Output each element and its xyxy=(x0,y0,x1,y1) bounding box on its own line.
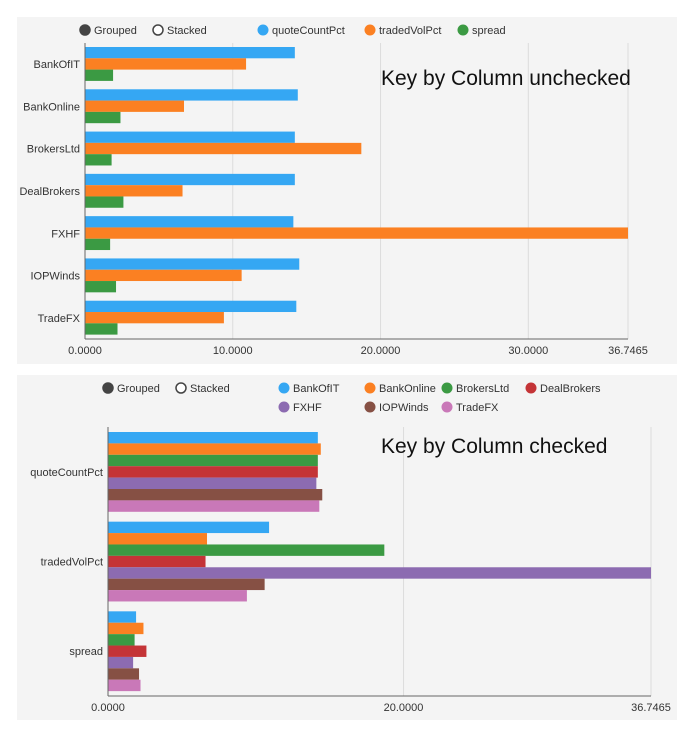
x-tick-label: 36.7465 xyxy=(631,702,671,714)
bar-bankofit-spread[interactable] xyxy=(85,69,114,81)
category-label-fxhf: FXHF xyxy=(51,228,80,240)
bar-iopwinds-spread[interactable] xyxy=(85,281,117,293)
bar-quotecountpct-dealbrokers[interactable] xyxy=(108,466,318,478)
mode-label-grouped[interactable]: Grouped xyxy=(117,383,160,395)
legend-swatch-brokersltd[interactable] xyxy=(441,382,453,394)
key-by-column-annotation: Key by Column unchecked xyxy=(381,67,631,90)
legend-label-spread[interactable]: spread xyxy=(472,25,506,37)
legend-label-brokersltd[interactable]: BrokersLtd xyxy=(456,383,509,395)
legend-swatch-bankofit[interactable] xyxy=(278,382,290,394)
bar-chart-unchecked: Grouped Stacked quoteCountPct tradedVolPct s… xyxy=(19,24,648,357)
category-label-bankofit: BankOfIT xyxy=(34,59,81,71)
bar-chart-checked: Grouped Stacked BankOfIT BankOnline BrokersL… xyxy=(30,382,671,714)
bar-quotecountpct-bankofit[interactable] xyxy=(108,432,318,444)
legend-label-quotecountpct[interactable]: quoteCountPct xyxy=(272,25,345,37)
bar-tradedvolpct-tradefx[interactable] xyxy=(108,590,247,602)
legend-label-dealbrokers[interactable]: DealBrokers xyxy=(540,383,601,395)
bar-spread-iopwinds[interactable] xyxy=(108,668,140,680)
bar-spread-dealbrokers[interactable] xyxy=(108,645,147,657)
bar-fxhf-spread[interactable] xyxy=(85,238,111,251)
bar-tradedvolpct-bankofit[interactable] xyxy=(108,521,270,534)
legend-swatch-dealbrokers[interactable] xyxy=(525,382,537,394)
category-label-iopwinds: IOPWinds xyxy=(30,271,80,283)
legend-swatch-bankonline[interactable] xyxy=(364,382,376,394)
x-tick-label: 0.0000 xyxy=(68,345,102,357)
category-label-tradedvolpct: tradedVolPct xyxy=(41,557,103,569)
mode-label-stacked[interactable]: Stacked xyxy=(167,25,207,37)
bar-tradefx-tradedvolpct[interactable] xyxy=(85,312,224,324)
x-tick-label: 36.7465 xyxy=(608,345,648,357)
category-label-bankonline: BankOnline xyxy=(23,101,80,113)
mode-label-stacked[interactable]: Stacked xyxy=(190,383,230,395)
legend-label-bankofit[interactable]: BankOfIT xyxy=(293,383,340,395)
bar-bankonline-quotecountpct[interactable] xyxy=(85,89,298,101)
category-label-brokersltd: BrokersLtd xyxy=(27,144,80,156)
x-tick-label: 20.0000 xyxy=(384,702,424,714)
bar-brokersltd-spread[interactable] xyxy=(85,154,112,166)
bar-bankofit-tradedvolpct[interactable] xyxy=(85,58,247,70)
legend-label-fxhf[interactable]: FXHF xyxy=(293,402,322,414)
x-tick-label: 10.0000 xyxy=(213,345,253,357)
x-tick-label: 30.0000 xyxy=(508,345,548,357)
bar-bankonline-tradedvolpct[interactable] xyxy=(85,100,185,112)
chart-panel-unchecked: Grouped Stacked quoteCountPct tradedVolPct s… xyxy=(17,17,677,364)
legend-swatch-tradedvolpct[interactable] xyxy=(364,24,376,36)
category-label-spread: spread xyxy=(69,646,103,658)
bar-dealbrokers-quotecountpct[interactable] xyxy=(85,173,295,186)
bar-fxhf-quotecountpct[interactable] xyxy=(85,216,294,228)
bar-spread-tradefx[interactable] xyxy=(108,679,141,692)
bar-dealbrokers-spread[interactable] xyxy=(85,196,124,208)
bar-iopwinds-tradedvolpct[interactable] xyxy=(85,269,242,282)
bar-quotecountpct-bankonline[interactable] xyxy=(108,443,321,455)
bar-spread-bankofit[interactable] xyxy=(108,611,137,623)
mode-label-grouped[interactable]: Grouped xyxy=(94,25,137,37)
bar-bankonline-spread[interactable] xyxy=(85,111,121,124)
category-label-tradefx: TradeFX xyxy=(38,313,81,325)
bar-tradedvolpct-dealbrokers[interactable] xyxy=(108,555,206,568)
bar-tradedvolpct-brokersltd[interactable] xyxy=(108,544,385,556)
bar-brokersltd-quotecountpct[interactable] xyxy=(85,131,295,143)
bar-spread-bankonline[interactable] xyxy=(108,622,144,635)
legend-swatch-spread[interactable] xyxy=(457,24,469,36)
key-by-column-annotation: Key by Column checked xyxy=(381,435,607,458)
bar-tradedvolpct-bankonline[interactable] xyxy=(108,533,208,545)
bar-fxhf-tradedvolpct[interactable] xyxy=(85,227,628,239)
mode-radio-stacked[interactable] xyxy=(152,24,164,36)
bar-quotecountpct-tradefx[interactable] xyxy=(108,500,320,512)
mode-radio-grouped[interactable] xyxy=(102,382,114,394)
legend-swatch-quotecountpct[interactable] xyxy=(257,24,269,36)
bar-spread-fxhf[interactable] xyxy=(108,656,134,669)
bar-tradefx-spread[interactable] xyxy=(85,323,118,335)
legend-label-tradefx[interactable]: TradeFX xyxy=(456,402,499,414)
chart-panel-checked: Grouped Stacked BankOfIT BankOnline BrokersL… xyxy=(17,375,677,720)
legend-label-bankonline[interactable]: BankOnline xyxy=(379,383,436,395)
bar-bankofit-quotecountpct[interactable] xyxy=(85,47,295,59)
legend-swatch-tradefx[interactable] xyxy=(441,401,453,413)
bar-quotecountpct-fxhf[interactable] xyxy=(108,477,317,489)
legend-label-tradedvolpct[interactable]: tradedVolPct xyxy=(379,25,441,37)
x-tick-label: 0.0000 xyxy=(91,702,125,714)
bar-iopwinds-quotecountpct[interactable] xyxy=(85,258,300,270)
bar-dealbrokers-tradedvolpct[interactable] xyxy=(85,185,183,197)
legend-swatch-fxhf[interactable] xyxy=(278,401,290,413)
bar-tradefx-quotecountpct[interactable] xyxy=(85,300,297,313)
bar-spread-brokersltd[interactable] xyxy=(108,634,135,646)
bar-brokersltd-tradedvolpct[interactable] xyxy=(85,142,362,155)
bar-quotecountpct-iopwinds[interactable] xyxy=(108,489,323,501)
legend-label-iopwinds[interactable]: IOPWinds xyxy=(379,402,429,414)
mode-radio-stacked[interactable] xyxy=(175,382,187,394)
legend-swatch-iopwinds[interactable] xyxy=(364,401,376,413)
category-label-dealbrokers: DealBrokers xyxy=(19,186,80,198)
bar-quotecountpct-brokersltd[interactable] xyxy=(108,454,318,467)
category-label-quotecountpct: quoteCountPct xyxy=(30,467,103,479)
mode-radio-grouped[interactable] xyxy=(79,24,91,36)
bar-tradedvolpct-fxhf[interactable] xyxy=(108,567,651,579)
bar-tradedvolpct-iopwinds[interactable] xyxy=(108,578,265,591)
x-tick-label: 20.0000 xyxy=(361,345,401,357)
